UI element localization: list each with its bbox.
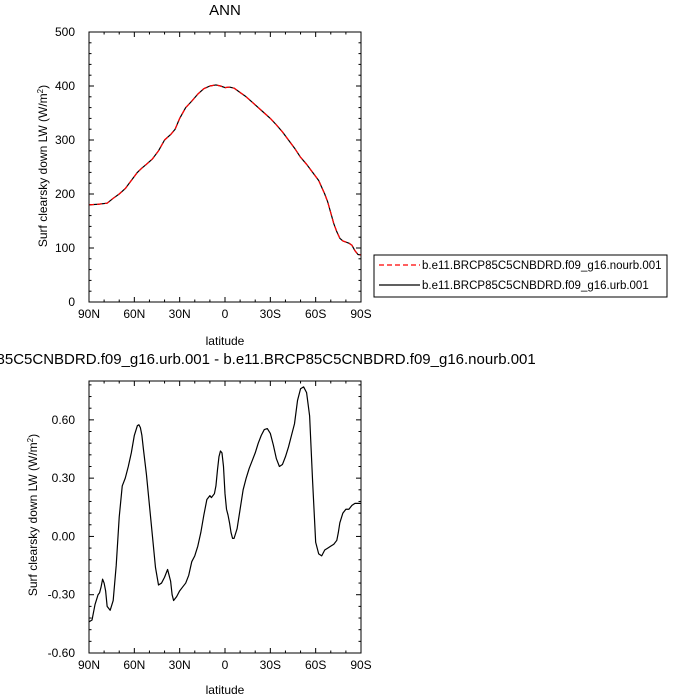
legend: b.e11.BRCP85C5CNBDRD.f09_g16.nourb.001 b… [373, 254, 668, 298]
legend-label-nourb: b.e11.BRCP85C5CNBDRD.f09_g16.nourb.001 [422, 260, 662, 272]
top-x-tick-label: 0 [222, 307, 229, 321]
top-series-line-0 [88, 84, 362, 256]
top-x-tick-label: 60N [123, 307, 145, 321]
top-plot-frame [88, 31, 362, 303]
bottom-chart-title: b.e11.BRCP85C5CNBDRD.f09_g16.urb.001 - b… [0, 351, 536, 368]
top-x-tick-label: 30S [260, 307, 281, 321]
top-x-axis-label: latitude [206, 334, 245, 348]
top-x-tick-label: 30N [169, 307, 191, 321]
top-panel: ANN Surf clearsky down LW (W/m2) latitud… [36, 2, 668, 348]
legend-box [373, 254, 668, 298]
bottom-x-tick-label: 60N [123, 658, 145, 672]
bottom-series-line-0 [88, 386, 361, 623]
bottom-x-tick-label: 60S [305, 658, 326, 672]
bottom-y-tick-label: 0.30 [52, 471, 76, 485]
bottom-y-tick-label: -0.60 [48, 646, 76, 660]
legend-label-urb: b.e11.BRCP85C5CNBDRD.f09_g16.urb.001 [422, 280, 649, 292]
bottom-y-tick-label: 0.60 [52, 413, 76, 427]
bottom-plot-frame [88, 380, 362, 654]
bottom-panel: b.e11.BRCP85C5CNBDRD.f09_g16.urb.001 - b… [0, 351, 536, 697]
bottom-series-lines [88, 386, 361, 623]
top-series-lines [88, 84, 362, 256]
bottom-y-tick-label: -0.30 [48, 588, 76, 602]
bottom-axis-ticks: 90N 60N 30N 0 30S 60S 90S -0.60 -0.30 0.00 0.30 0.6… [48, 381, 372, 672]
bottom-x-tick-label: 90N [78, 658, 100, 672]
top-y-tick-label: 0 [68, 295, 75, 309]
top-x-tick-label: 90N [78, 307, 100, 321]
top-y-tick-label: 400 [55, 79, 75, 93]
bottom-y-tick-label: 0.00 [52, 529, 76, 543]
top-y-axis-label: Surf clearsky down LW (W/m2) [36, 85, 50, 247]
bottom-x-axis-label: latitude [206, 683, 245, 697]
bottom-y-axis-label: Surf clearsky down LW (W/m2) [26, 434, 40, 596]
bottom-x-tick-label: 90S [350, 658, 371, 672]
bottom-x-tick-label: 30S [260, 658, 281, 672]
bottom-x-tick-label: 0 [222, 658, 229, 672]
top-x-tick-label: 60S [305, 307, 326, 321]
top-y-tick-label: 300 [55, 133, 75, 147]
top-series-line-1 [88, 84, 362, 256]
top-y-tick-label: 500 [55, 25, 75, 39]
top-x-tick-label: 90S [350, 307, 371, 321]
top-chart-title: ANN [209, 2, 241, 19]
top-axis-ticks: 90N 60N 30N 0 30S 60S 90S 0 100 200 300 400 500 [55, 25, 372, 321]
bottom-x-tick-label: 30N [169, 658, 191, 672]
top-y-tick-label: 100 [55, 241, 75, 255]
top-y-tick-label: 200 [55, 187, 75, 201]
